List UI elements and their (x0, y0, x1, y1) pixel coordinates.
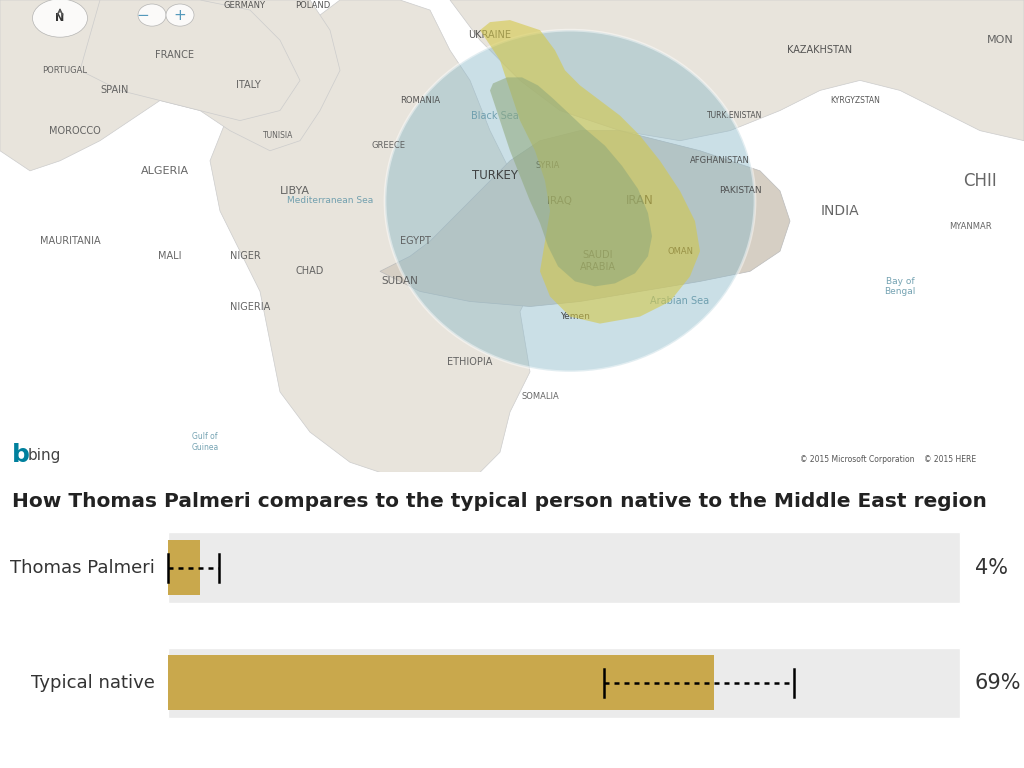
Text: TURK.ENISTAN: TURK.ENISTAN (708, 111, 763, 120)
Text: 4%: 4% (975, 558, 1008, 578)
Text: Thomas Palmeri: Thomas Palmeri (10, 558, 155, 577)
Text: MON: MON (987, 35, 1014, 45)
Text: ETHIOPIA: ETHIOPIA (447, 357, 493, 367)
Text: SOMALIA: SOMALIA (521, 392, 559, 402)
Text: N: N (55, 13, 65, 23)
Text: CHAD: CHAD (296, 266, 325, 276)
Text: ITALY: ITALY (236, 81, 260, 91)
Text: Typical native: Typical native (31, 674, 155, 692)
Text: ROMANIA: ROMANIA (400, 96, 440, 105)
Text: MALI: MALI (159, 251, 181, 261)
Text: SPAIN: SPAIN (100, 85, 129, 95)
Polygon shape (480, 20, 700, 323)
Bar (168, 532, 961, 603)
Text: How Thomas Palmeri compares to the typical person native to the Middle East regi: How Thomas Palmeri compares to the typic… (12, 492, 987, 511)
Text: Yemen: Yemen (560, 312, 590, 321)
Text: PAKISTAN: PAKISTAN (719, 187, 761, 195)
Text: Arabian Sea: Arabian Sea (650, 296, 710, 306)
Text: GERMANY: GERMANY (224, 1, 266, 9)
Text: EGYPT: EGYPT (399, 237, 430, 247)
Text: MYANMAR: MYANMAR (948, 222, 991, 230)
Text: NIGER: NIGER (229, 251, 260, 261)
Text: GREECE: GREECE (371, 141, 406, 151)
Text: MAURITANIA: MAURITANIA (40, 237, 100, 247)
Text: SAUDI
ARABIA: SAUDI ARABIA (580, 250, 616, 272)
Text: Gulf of
Guinea: Gulf of Guinea (191, 432, 219, 452)
Bar (168, 655, 715, 710)
Text: POLAND: POLAND (295, 1, 331, 9)
Text: INDIA: INDIA (820, 204, 859, 218)
Text: 69%: 69% (975, 673, 1022, 693)
Text: Black Sea: Black Sea (471, 111, 519, 121)
Text: © 2015 Microsoft Corporation    © 2015 HERE: © 2015 Microsoft Corporation © 2015 HERE (800, 455, 976, 465)
Text: IRAQ: IRAQ (548, 196, 572, 206)
Text: TUNISIA: TUNISIA (263, 131, 293, 141)
Text: FRANCE: FRANCE (156, 50, 195, 60)
Polygon shape (380, 131, 790, 306)
Text: AFGHANISTAN: AFGHANISTAN (690, 157, 750, 165)
Polygon shape (210, 0, 540, 472)
Text: KYRGYZSTAN: KYRGYZSTAN (830, 96, 880, 105)
Text: Bay of
Bengal: Bay of Bengal (885, 276, 915, 296)
Ellipse shape (138, 4, 166, 26)
Ellipse shape (166, 4, 194, 26)
Polygon shape (0, 0, 340, 170)
Text: IRAN: IRAN (626, 194, 654, 207)
Text: KAZAKHSTAN: KAZAKHSTAN (787, 45, 853, 55)
Ellipse shape (385, 30, 755, 372)
Text: NIGERIA: NIGERIA (229, 302, 270, 312)
Text: bing: bing (28, 448, 61, 463)
Polygon shape (450, 0, 1024, 141)
Text: TURKEY: TURKEY (472, 170, 518, 182)
Polygon shape (80, 0, 300, 121)
Bar (168, 540, 200, 595)
Text: PORTUGAL: PORTUGAL (43, 66, 87, 74)
Text: MOROCCO: MOROCCO (49, 126, 101, 136)
Text: Mediterranean Sea: Mediterranean Sea (287, 197, 373, 206)
Text: SYRIA: SYRIA (536, 161, 560, 170)
Text: −: − (136, 8, 150, 22)
Text: OMAN: OMAN (667, 247, 693, 256)
Text: CHII: CHII (964, 172, 997, 190)
Text: ALGERIA: ALGERIA (141, 166, 189, 176)
Text: LIBYA: LIBYA (280, 186, 310, 196)
Text: UKRAINE: UKRAINE (469, 30, 512, 40)
Text: +: + (174, 8, 186, 22)
Bar (168, 647, 961, 718)
Text: SUDAN: SUDAN (382, 276, 419, 286)
Text: b: b (12, 443, 30, 467)
Bar (0, 437, 100, 472)
Ellipse shape (33, 0, 87, 37)
Polygon shape (490, 78, 652, 286)
